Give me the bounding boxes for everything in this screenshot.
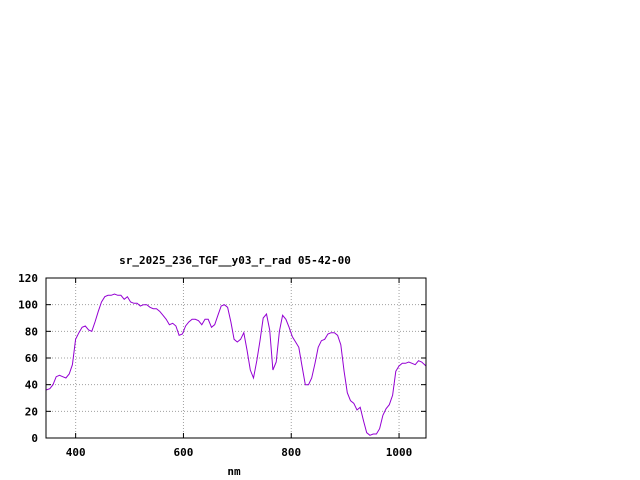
- x-axis: 400 600 800 1000: [66, 278, 413, 459]
- y-axis: 0 20 40 60 80 100 120: [18, 272, 426, 445]
- y-tick-label: 20: [25, 405, 38, 418]
- series-line: [45, 293, 427, 436]
- y-tick-label: 40: [25, 379, 38, 392]
- y-tick-label: 80: [25, 325, 38, 338]
- y-tick-label: 60: [25, 352, 38, 365]
- x-tick-label: 800: [281, 446, 301, 459]
- x-tick-label: 600: [174, 446, 194, 459]
- y-tick-label: 120: [18, 272, 38, 285]
- x-axis-label: nm: [227, 465, 241, 478]
- chart-title: sr_2025_236_TGF__y03_r_rad 05-42-00: [119, 254, 351, 267]
- y-tick-label: 0: [31, 432, 38, 445]
- plot-frame: [45, 277, 427, 439]
- grid-lines: [46, 278, 426, 438]
- y-tick-label: 100: [18, 299, 38, 312]
- x-tick-label: 400: [66, 446, 86, 459]
- x-tick-label: 1000: [386, 446, 413, 459]
